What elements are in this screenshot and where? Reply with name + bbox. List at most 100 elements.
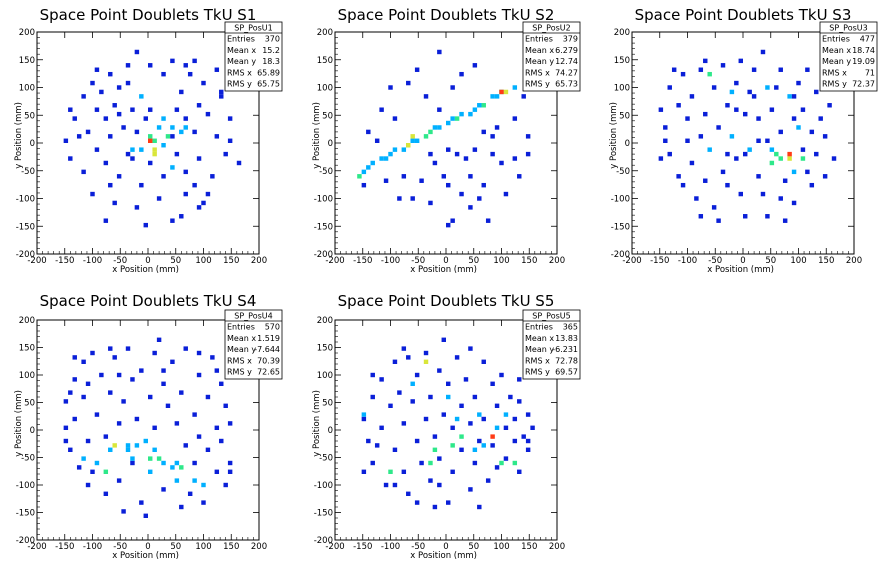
data-bin (143, 513, 148, 518)
data-bin (769, 107, 775, 112)
y-tick-label: 150 (19, 344, 35, 354)
data-bin (112, 200, 117, 206)
data-bin (410, 134, 415, 139)
data-bin (796, 125, 801, 130)
data-bin (667, 85, 672, 90)
data-bin (401, 421, 407, 426)
data-bin (468, 205, 473, 210)
x-tick-label: -200 (27, 256, 46, 266)
data-bin (525, 134, 531, 139)
data-bin (441, 337, 446, 342)
data-bin (508, 394, 513, 400)
data-bin (756, 174, 761, 179)
data-bin (778, 196, 783, 201)
data-bin (703, 178, 708, 183)
data-bin (156, 196, 162, 201)
data-bin (782, 218, 788, 223)
data-bin (179, 390, 184, 395)
data-bin (406, 143, 411, 148)
data-bin (822, 174, 828, 179)
stats-value: 65.75 (257, 80, 280, 89)
data-bin (397, 196, 402, 201)
y-tick-label: 0 (30, 426, 35, 436)
data-bin (791, 94, 797, 99)
panel-1: Space Point Doublets TkU S1-200 -150 -100-… (14, 6, 283, 275)
data-bin (437, 368, 442, 373)
y-tick-label: -150 (611, 222, 630, 232)
data-bin (223, 403, 228, 408)
stats-frame (819, 21, 878, 92)
x-tick-label: -150 (353, 256, 372, 266)
data-bin (423, 350, 429, 356)
data-bin (68, 107, 73, 112)
data-bin (512, 416, 518, 422)
x-tick-label: -100 (83, 256, 102, 266)
data-bin (170, 359, 175, 364)
stats-label: RMS x (822, 68, 847, 77)
data-bin (125, 447, 131, 452)
stats-value: 18.3 (262, 57, 280, 66)
y-tick-label: 200 (317, 316, 333, 326)
y-tick-label: -150 (314, 222, 333, 232)
data-bin (454, 116, 460, 121)
data-bin (179, 214, 184, 219)
data-bin (503, 89, 509, 95)
data-bin (410, 399, 415, 404)
data-bin (450, 85, 455, 90)
data-bin (156, 125, 162, 130)
data-bin (774, 85, 779, 90)
data-bin (139, 94, 144, 99)
stats-value: 365 (563, 323, 578, 332)
data-bin (472, 460, 478, 466)
data-bin (148, 394, 153, 400)
data-bin (441, 174, 446, 179)
data-bin (370, 394, 375, 400)
data-bin (401, 346, 407, 351)
data-bin (379, 425, 384, 430)
data-bin (76, 134, 82, 139)
data-bin (205, 394, 211, 400)
data-bin (414, 67, 420, 72)
stats-label: RMS y (525, 368, 550, 377)
stats-value: 65.89 (257, 68, 280, 77)
y-tick-label: 50 (322, 111, 333, 121)
data-bin (187, 71, 193, 77)
data-bin (729, 134, 735, 139)
stats-name: SP_PosU5 (532, 312, 570, 321)
stats-name: SP_PosU4 (234, 312, 272, 321)
y-tick-label: -50 (616, 167, 630, 177)
stats-label: Mean y (525, 57, 554, 66)
data-bin (720, 169, 726, 175)
x-tick-label: -200 (325, 256, 344, 266)
data-bin (490, 134, 495, 139)
data-bin (214, 368, 220, 373)
x-tick-label: -50 (113, 256, 127, 266)
data-bin (468, 421, 473, 426)
data-bin (134, 416, 140, 422)
data-bin (148, 134, 153, 139)
data-bin (366, 129, 371, 135)
data-bin (201, 500, 206, 505)
x-tick-label: 200 (549, 256, 565, 266)
data-bin (432, 125, 438, 130)
data-bin (481, 129, 486, 135)
data-bin (227, 421, 233, 426)
data-bin (121, 125, 126, 130)
data-bin (148, 63, 153, 68)
x-tick-label: -50 (113, 542, 127, 552)
data-bin (765, 214, 770, 219)
data-bin (454, 151, 460, 157)
data-bin (481, 416, 486, 422)
data-bin (130, 377, 135, 382)
data-bin (676, 174, 681, 179)
data-bin (743, 151, 748, 157)
x-tick-label: 0 (443, 542, 448, 552)
x-tick-label: 150 (818, 256, 834, 266)
data-bin (521, 94, 526, 99)
data-bin (517, 399, 522, 404)
data-bin (139, 368, 144, 373)
data-bin (379, 156, 384, 161)
data-bin (130, 460, 135, 466)
data-bin (116, 85, 122, 90)
